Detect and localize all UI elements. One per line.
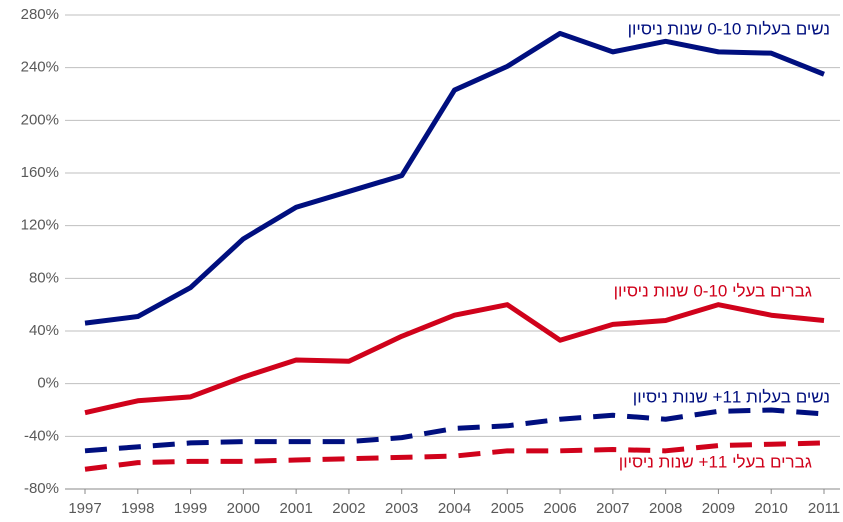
x-tick-label: 2000: [227, 500, 260, 517]
x-tick-label: 1999: [174, 500, 207, 517]
x-tick-label: 2006: [543, 500, 576, 517]
series-line: [84, 440, 825, 472]
x-tick-label: 2002: [332, 500, 365, 517]
y-tick-label: 240%: [21, 59, 59, 76]
y-tick-label: 40%: [29, 322, 59, 339]
y-tick-label: 280%: [21, 6, 59, 23]
x-tick-label: 2010: [755, 500, 788, 517]
series-label: גברים בעלי 11+ שנות ניסיון: [619, 452, 812, 471]
series-line: [84, 302, 825, 416]
x-tick-label: 2004: [438, 500, 471, 517]
y-tick-label: -40%: [24, 427, 59, 444]
x-tick-label: 2005: [491, 500, 524, 517]
x-tick-label: 2001: [279, 500, 312, 517]
series-label: נשים בעלות 11+ שנות ניסיון: [633, 387, 830, 406]
y-tick-label: 80%: [29, 269, 59, 286]
series-line: [84, 30, 825, 326]
x-tick-label: 2011: [808, 500, 840, 517]
y-tick-label: 120%: [21, 217, 59, 234]
y-tick-label: -80%: [24, 480, 59, 497]
x-tick-label: 1998: [121, 500, 154, 517]
x-tick-label: 2009: [702, 500, 735, 517]
series-line: [84, 407, 825, 454]
y-tick-label: 200%: [21, 111, 59, 128]
series-label: גברים בעלי 0-10 שנות ניסיון: [614, 281, 812, 300]
x-tick-label: 2008: [649, 500, 682, 517]
y-tick-label: 160%: [21, 164, 59, 181]
series-label: נשים בעלות 0-10 שנות ניסיון: [628, 19, 830, 38]
x-tick-label: 2007: [596, 500, 629, 517]
x-tick-label: 1997: [68, 500, 101, 517]
y-tick-label: 0%: [37, 375, 59, 392]
x-tick-label: 2003: [385, 500, 418, 517]
